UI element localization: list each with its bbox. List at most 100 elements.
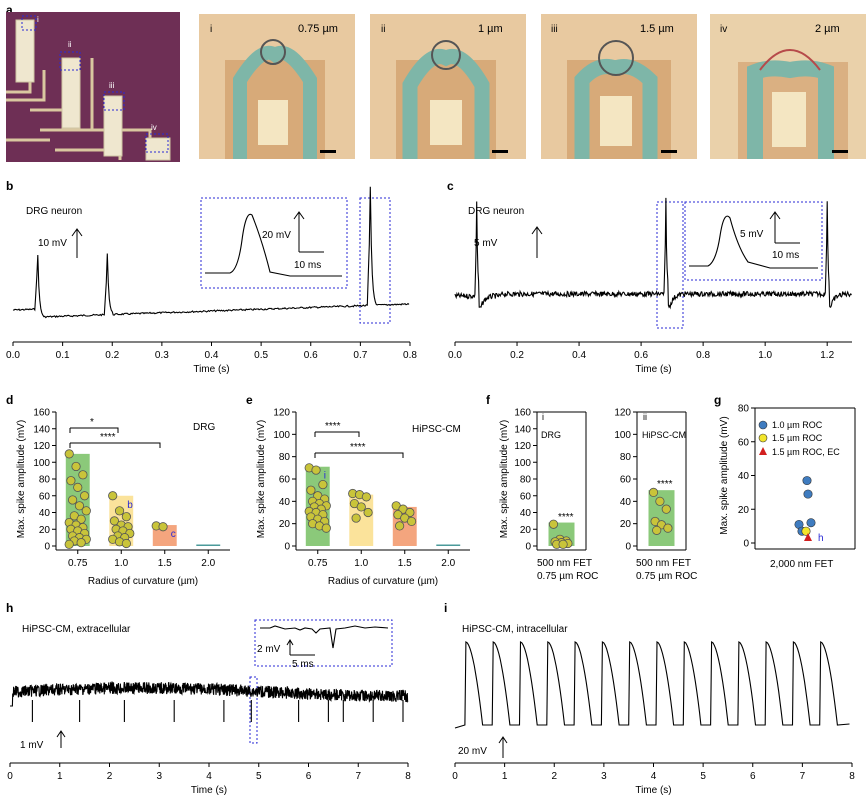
e-tag: HiPSC-CM xyxy=(412,424,461,435)
b-xtick-label-0: 0.0 xyxy=(6,350,20,361)
h-xtick-label-5: 5 xyxy=(256,771,262,782)
d-point-0-7 xyxy=(74,501,85,511)
b-xtick-label-8: 0.8 xyxy=(403,350,417,361)
b-title: DRG neuron xyxy=(26,206,82,217)
f-ii-point-2 xyxy=(661,504,671,514)
h-x-axis: 0 1 2 3 4 5 6 7 8 Time (s) xyxy=(7,762,411,796)
h-inset-t-label: 5 ms xyxy=(292,659,314,670)
e-sig-1: **** xyxy=(325,421,341,432)
c-xtick-label-1: 0.2 xyxy=(510,350,524,361)
h-title: HiPSC-CM, extracellular xyxy=(22,624,131,635)
f-i-ytick-label-4: 80 xyxy=(520,475,532,486)
e-point-2-5 xyxy=(406,516,417,527)
e-point-0-2 xyxy=(318,479,328,490)
i-xtick-label-0: 0 xyxy=(452,771,458,782)
f-ii-point-6 xyxy=(652,525,662,535)
d-y-axis-title: Max. spike amplitude (mV) xyxy=(16,420,27,538)
micrograph-label-iii: 1.5 µm xyxy=(640,23,674,35)
f-xlabel-1-ii: 500 nm FET xyxy=(636,558,691,569)
g-ytick-label-3: 60 xyxy=(738,437,750,448)
c-inset-t-label: 10 ms xyxy=(772,250,799,261)
f-i-ytick-label-0: 0 xyxy=(525,542,531,553)
f-i-ytick-label-1: 20 xyxy=(520,525,532,536)
micrograph-index-iii: iii xyxy=(551,24,558,35)
i-xtick-label-2: 2 xyxy=(551,771,557,782)
micrograph-iii: iii 1.5 µm xyxy=(541,14,697,159)
micrograph-label-iv: 2 µm xyxy=(815,23,840,35)
d-point-0-3 xyxy=(66,476,76,486)
c-xtick-label-3: 0.6 xyxy=(634,350,648,361)
d-point-0-8 xyxy=(81,506,91,516)
d-tag: DRG xyxy=(193,422,215,433)
c-x-axis: 0.0 0.2 0.4 0.6 0.8 1.0 1.2 Time (s) xyxy=(448,341,852,375)
h-xtick-label-2: 2 xyxy=(107,771,113,782)
d-ytick-label-7: 140 xyxy=(33,424,50,435)
b-xtick-label-2: 0.2 xyxy=(105,350,119,361)
g-legend-marker-2 xyxy=(758,433,768,443)
i-xtick-label-5: 5 xyxy=(700,771,706,782)
e-sig-2: **** xyxy=(350,442,366,453)
f-sub-i-tag: DRG xyxy=(541,430,561,440)
d-xtick-label-3: 2.0 xyxy=(201,558,215,569)
h-inset-box xyxy=(254,619,393,667)
panel-letter-i: i xyxy=(444,601,447,615)
b-xtick-label-4: 0.4 xyxy=(205,350,219,361)
h-xtick-label-1: 1 xyxy=(57,771,63,782)
c-inset-box xyxy=(684,201,823,281)
f-i-ytick-label-3: 60 xyxy=(520,491,532,502)
d-ytick-label-4: 80 xyxy=(39,475,51,486)
trace-plot-c: DRG neuron 5 mV 5 mV 10 ms 0.0 0.2 0.4 0.6 0… xyxy=(448,197,852,375)
g-y-axis-title: Max. spike amplitude (mV) xyxy=(719,416,730,534)
d-point-2-1 xyxy=(158,522,168,532)
h-trace xyxy=(10,681,409,722)
b-highlight-box xyxy=(359,197,391,324)
b-xtick-label-1: 0.1 xyxy=(56,350,70,361)
e-ytick-label-5: 100 xyxy=(273,430,290,441)
i-x-axis: 0 1 2 3 4 5 6 7 8 Time (s) xyxy=(452,762,855,796)
chip-label-ii: ii xyxy=(68,40,72,49)
d-point-1-1 xyxy=(114,506,125,516)
f-ii-ytick-label-3: 60 xyxy=(620,475,632,486)
chip-box-iii xyxy=(103,91,125,111)
f-xlabel-2-i: 0.75 µm ROC xyxy=(537,571,598,582)
f-xlabel-2-ii: 0.75 µm ROC xyxy=(636,571,697,582)
h-xtick-label-3: 3 xyxy=(156,771,162,782)
d-bar-label-2: c xyxy=(171,529,176,540)
g-point-yellow-0 xyxy=(801,526,811,536)
i-title: HiPSC-CM, intracellular xyxy=(462,624,568,635)
chip-box-ii xyxy=(59,51,81,71)
panel-letter-b: b xyxy=(6,179,13,193)
d-ytick-label-5: 100 xyxy=(33,458,50,469)
chip-label-iii: iii xyxy=(109,81,115,90)
h-xtick-label-7: 7 xyxy=(355,771,361,782)
e-ytick-label-1: 20 xyxy=(279,519,291,530)
e-point-0-19 xyxy=(321,523,331,533)
i-x-axis-title: Time (s) xyxy=(635,785,671,796)
c-inset-v-label: 5 mV xyxy=(740,229,764,240)
d-point-0-6 xyxy=(68,495,78,505)
f-ii-point-0 xyxy=(648,487,659,497)
d-point-1-13 xyxy=(121,538,131,549)
i-xtick-label-4: 4 xyxy=(651,771,657,782)
c-title: DRG neuron xyxy=(468,206,524,217)
b-x-axis-title: Time (s) xyxy=(193,364,229,375)
e-x-axis-title: Radius of curvature (µm) xyxy=(328,576,438,587)
panel-letter-a: a xyxy=(6,3,13,17)
f-ii-point-5 xyxy=(663,523,673,533)
g-legend-marker-3 xyxy=(759,447,767,455)
e-bar-3 xyxy=(436,544,461,546)
e-xtick-label-3: 2.0 xyxy=(441,558,455,569)
c-xtick-label-2: 0.4 xyxy=(572,350,586,361)
h-xtick-label-4: 4 xyxy=(206,771,212,782)
b-inset-trace xyxy=(205,213,342,277)
panel-letter-c: c xyxy=(447,179,454,193)
d-bar-2 xyxy=(152,525,177,546)
f-i-ytick-label-6: 120 xyxy=(514,441,531,452)
chip-box-i xyxy=(21,15,37,31)
d-sig-2: **** xyxy=(100,432,116,443)
f-ii-ytick-label-6: 120 xyxy=(614,408,631,419)
g-legend-1: 1.0 µm ROC xyxy=(772,420,823,430)
b-xtick-label-6: 0.6 xyxy=(304,350,318,361)
f-i-ytick-label-8: 160 xyxy=(514,408,531,419)
f-ii-point-1 xyxy=(655,496,665,506)
